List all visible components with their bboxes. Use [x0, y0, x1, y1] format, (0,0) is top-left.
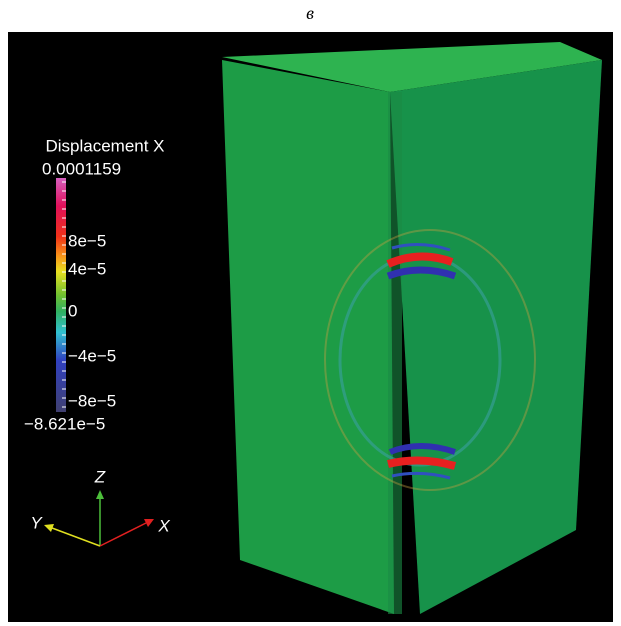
axis-label-y: Y [30, 513, 43, 532]
legend-max: 0.0001159 [42, 159, 121, 178]
figure: в Displacement X 0.0001159 8e−5 4e−5 0 −4e−… [0, 0, 621, 626]
colorbar-tick-label: 8e−5 [68, 231, 106, 250]
colorbar-tick-label: −8e−5 [68, 391, 116, 410]
figure-title: в [306, 3, 314, 23]
legend-min: −8.621e−5 [24, 414, 105, 433]
legend-title: Displacement X [45, 136, 164, 155]
page: в Displacement X 0.0001159 8e−5 4e−5 0 −4e−… [0, 0, 621, 626]
colorbar [56, 178, 66, 412]
axis-label-z: Z [94, 467, 106, 486]
colorbar-tick-label: 0 [68, 301, 77, 320]
axis-label-x: X [157, 516, 170, 535]
colorbar-tick-label: −4e−5 [68, 346, 116, 365]
colorbar-tick-label: 4e−5 [68, 259, 106, 278]
